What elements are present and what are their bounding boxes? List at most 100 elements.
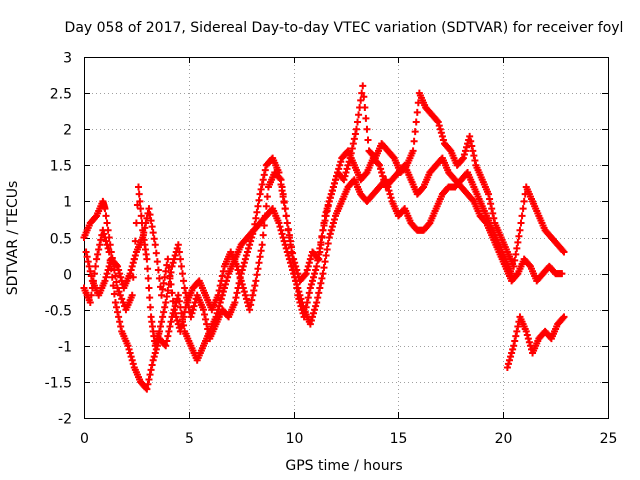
data-point-interp — [350, 135, 358, 143]
data-point-interp — [147, 217, 155, 225]
data-point-interp — [461, 147, 469, 155]
data-point-interp — [507, 353, 515, 361]
data-point-interp — [260, 221, 268, 229]
data-point-interp — [246, 241, 254, 249]
data-point-interp — [277, 226, 285, 234]
data-point-interp — [217, 277, 225, 285]
data-point-interp — [386, 190, 394, 198]
data-point-interp — [525, 338, 533, 346]
data-point-interp — [471, 156, 479, 164]
data-point-interp — [116, 318, 124, 326]
data-point-interp — [255, 196, 263, 204]
data-point-interp — [129, 360, 137, 368]
data-point-interp — [294, 270, 302, 278]
data-point-interp — [214, 306, 222, 314]
data-point-interp — [438, 132, 446, 140]
data-point-interp — [316, 248, 324, 256]
data-point-interp — [103, 241, 111, 249]
data-point-interp — [513, 327, 521, 335]
data-point — [158, 291, 166, 299]
data-point-interp — [141, 224, 149, 232]
data-point — [376, 161, 384, 169]
data-point — [327, 190, 335, 198]
data-point-interp — [175, 248, 183, 256]
data-point-interp — [188, 309, 196, 317]
data-point-interp — [559, 247, 567, 255]
data-point-interp — [150, 353, 158, 361]
data-point — [233, 262, 241, 270]
data-point — [313, 298, 321, 306]
data-point-interp — [354, 118, 362, 126]
data-point-interp — [163, 292, 171, 300]
data-point — [246, 306, 254, 314]
data-point-interp — [163, 337, 171, 345]
data-point-interp — [330, 215, 338, 223]
data-point-interp — [463, 143, 471, 151]
y-tick-label: -1 — [58, 340, 72, 356]
data-point-interp — [425, 220, 433, 228]
data-point — [510, 342, 518, 350]
data-point-interp — [524, 335, 532, 343]
data-point — [466, 132, 474, 140]
data-point-interp — [171, 302, 179, 310]
data-point-interp — [254, 265, 262, 273]
data-point-interp — [523, 331, 531, 339]
data-point-interp — [279, 190, 287, 198]
y-axis-label: SDTVAR / TECUs — [5, 181, 21, 296]
data-point-interp — [298, 298, 306, 306]
data-point-interp — [189, 306, 197, 314]
data-point-interp — [337, 158, 345, 166]
data-point-interp — [446, 146, 454, 154]
data-point-interp — [384, 183, 392, 191]
data-point-interp — [234, 266, 242, 274]
data-point-interp — [215, 286, 223, 294]
data-point-interp — [278, 230, 286, 238]
data-point — [181, 284, 189, 292]
data-point — [275, 219, 283, 227]
data-point-interp — [315, 289, 323, 297]
data-point — [258, 241, 266, 249]
data-point-interp — [301, 271, 309, 279]
y-tick-label: 0.5 — [50, 232, 72, 248]
data-point-interp — [87, 272, 95, 280]
data-point-interp — [310, 309, 318, 317]
data-point-interp — [165, 327, 173, 335]
data-point-interp — [118, 295, 126, 303]
data-point — [313, 262, 321, 270]
data-point — [128, 291, 136, 299]
data-point-interp — [129, 259, 137, 267]
y-tick-label: 2 — [63, 123, 72, 139]
data-point-interp — [127, 353, 135, 361]
data-point-interp — [171, 309, 179, 317]
data-point-interp — [125, 345, 133, 353]
data-point — [162, 342, 170, 350]
data-point-interp — [295, 288, 303, 296]
data-point-interp — [151, 349, 159, 357]
data-point-interp — [389, 153, 397, 161]
data-point — [99, 226, 107, 234]
data-point — [306, 320, 314, 328]
data-point-interp — [86, 267, 94, 275]
data-point-interp — [149, 229, 157, 237]
data-point-interp — [512, 332, 520, 340]
data-point-interp — [320, 219, 328, 227]
y-tick-label: 0 — [63, 268, 72, 284]
data-point-interp — [263, 193, 271, 201]
data-point-interp — [115, 266, 123, 274]
data-point-interp — [152, 249, 160, 257]
data-point-interp — [328, 187, 336, 195]
data-point — [252, 277, 260, 285]
data-point-interp — [172, 313, 180, 321]
data-point-interp — [152, 345, 160, 353]
data-point-interp — [332, 176, 340, 184]
grid — [84, 57, 608, 418]
data-point-interp — [293, 266, 301, 274]
y-tick-label: 1 — [63, 195, 72, 211]
data-point — [558, 270, 566, 278]
data-point-interp — [158, 318, 166, 326]
data-point — [139, 234, 147, 241]
data-point — [212, 313, 220, 321]
data-point-interp — [348, 144, 356, 152]
data-point-interp — [232, 294, 240, 302]
data-point-interp — [148, 223, 156, 231]
